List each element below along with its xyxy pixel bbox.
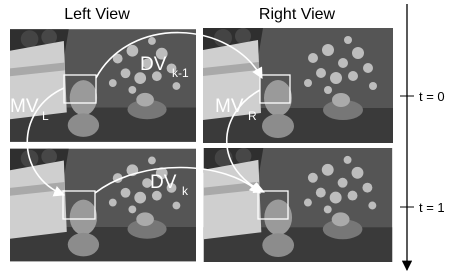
image-right-t1 bbox=[204, 148, 392, 262]
time-label: t = 0 bbox=[419, 89, 445, 104]
column-header: Right View bbox=[259, 6, 336, 23]
image-left-t1 bbox=[10, 149, 196, 262]
vector-subscript: L bbox=[42, 109, 49, 123]
vector-label: DV bbox=[140, 54, 167, 75]
diagram: Left View Right View DV k-1 MV L MV R DV… bbox=[0, 0, 458, 276]
time-label: t = 1 bbox=[419, 200, 445, 215]
vector-label: MV bbox=[215, 96, 244, 117]
vector-subscript: R bbox=[248, 109, 257, 123]
vector-subscript: k-1 bbox=[172, 66, 189, 80]
page: Left View Right View DV k-1 MV L MV R DV… bbox=[0, 0, 458, 276]
vector-label: MV bbox=[10, 96, 39, 117]
column-header: Left View bbox=[64, 6, 130, 23]
vector-label: DV bbox=[150, 172, 177, 193]
image-left-t0 bbox=[10, 29, 196, 142]
vector-subscript: k bbox=[182, 184, 189, 198]
image-right-t0 bbox=[203, 28, 393, 143]
